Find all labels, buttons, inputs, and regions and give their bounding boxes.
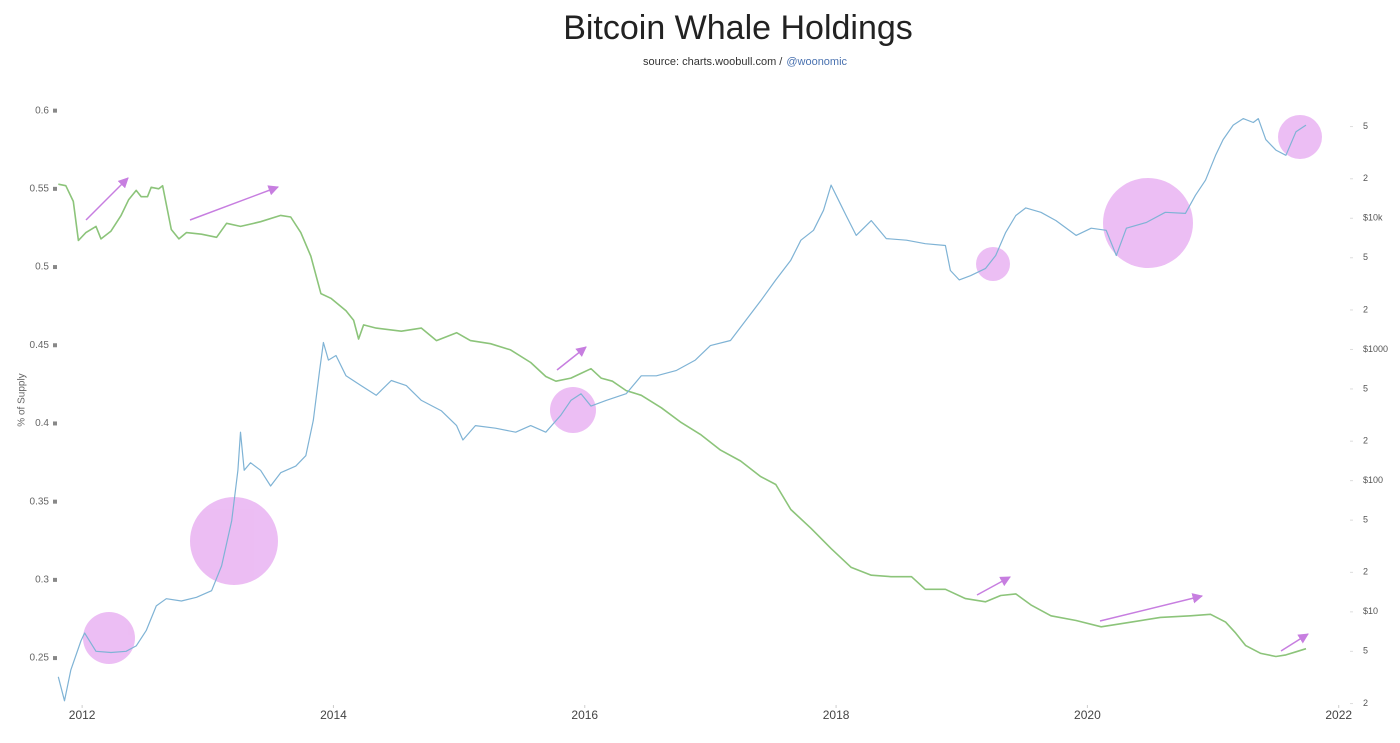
arrow: [976, 576, 1011, 596]
y2-tick-label: 5: [1363, 121, 1368, 131]
y2-tick-label: $10: [1363, 606, 1378, 616]
y-tick-mark: [53, 577, 57, 582]
y2-tick-label: $100: [1363, 475, 1383, 485]
y2-tick-label: 2: [1363, 304, 1368, 314]
x-tick-label: 2016: [571, 708, 598, 722]
y2-tick-label: 2: [1363, 436, 1368, 446]
y-tick-mark: [53, 265, 57, 270]
y2-tick-label: 5: [1363, 515, 1368, 525]
y-tick-label: 0.25: [30, 653, 50, 664]
highlight-circle: [550, 387, 596, 433]
y2-tick-label: 2: [1363, 567, 1368, 577]
arrow: [1099, 593, 1204, 622]
highlight-circle: [83, 612, 135, 664]
y-tick-label: 0.55: [30, 183, 50, 194]
y-tick-label: 0.45: [30, 340, 50, 351]
arrow: [1280, 633, 1309, 652]
highlight-circle: [1278, 115, 1322, 159]
x-tick-label: 2014: [320, 708, 347, 722]
y-tick-mark: [53, 421, 57, 426]
lines: [57, 118, 1307, 702]
subtitle-handle: @woonomic: [786, 56, 847, 68]
arrow: [189, 185, 279, 221]
highlight-circle: [976, 247, 1010, 281]
arrow: [85, 177, 129, 221]
y-tick-label: 0.3: [35, 575, 49, 586]
chart-subtitle: source: charts.woobull.com / @woonomic: [643, 56, 848, 68]
y-tick-mark: [53, 108, 57, 113]
x-tick-label: 2022: [1325, 708, 1352, 722]
subtitle-source: source: charts.woobull.com /: [643, 56, 783, 68]
y2-tick-label: 5: [1363, 383, 1368, 393]
y-tick-mark: [53, 186, 57, 191]
y2-tick-label: $1000: [1363, 344, 1388, 354]
y2-tick-label: 5: [1363, 646, 1368, 656]
data-line: [57, 118, 1307, 702]
y-tick-mark: [53, 656, 57, 661]
x-tick-label: 2012: [69, 708, 96, 722]
y-tick-label: 0.4: [35, 418, 49, 429]
y-axis-label: % of Supply: [17, 373, 28, 426]
highlight-circle: [190, 497, 278, 585]
arrow: [556, 346, 587, 371]
chart-title: Bitcoin Whale Holdings: [563, 9, 913, 47]
x-tick-label: 2018: [823, 708, 850, 722]
y2-tick-label: 2: [1363, 698, 1368, 708]
y-tick-label: 0.35: [30, 496, 50, 507]
arrows: [85, 177, 1309, 652]
y-tick-mark: [53, 499, 57, 504]
data-line: [58, 183, 1307, 658]
y2-tick-label: 5: [1363, 252, 1368, 262]
y-tick-label: 0.6: [35, 105, 49, 116]
y-tick-label: 0.5: [35, 262, 49, 273]
highlight-circle: [1103, 178, 1193, 268]
annotations: [83, 115, 1322, 664]
y2-tick-label: $10k: [1363, 213, 1383, 223]
y-tick-mark: [53, 343, 57, 348]
x-tick-label: 2020: [1074, 708, 1101, 722]
y2-tick-label: 2: [1363, 173, 1368, 183]
